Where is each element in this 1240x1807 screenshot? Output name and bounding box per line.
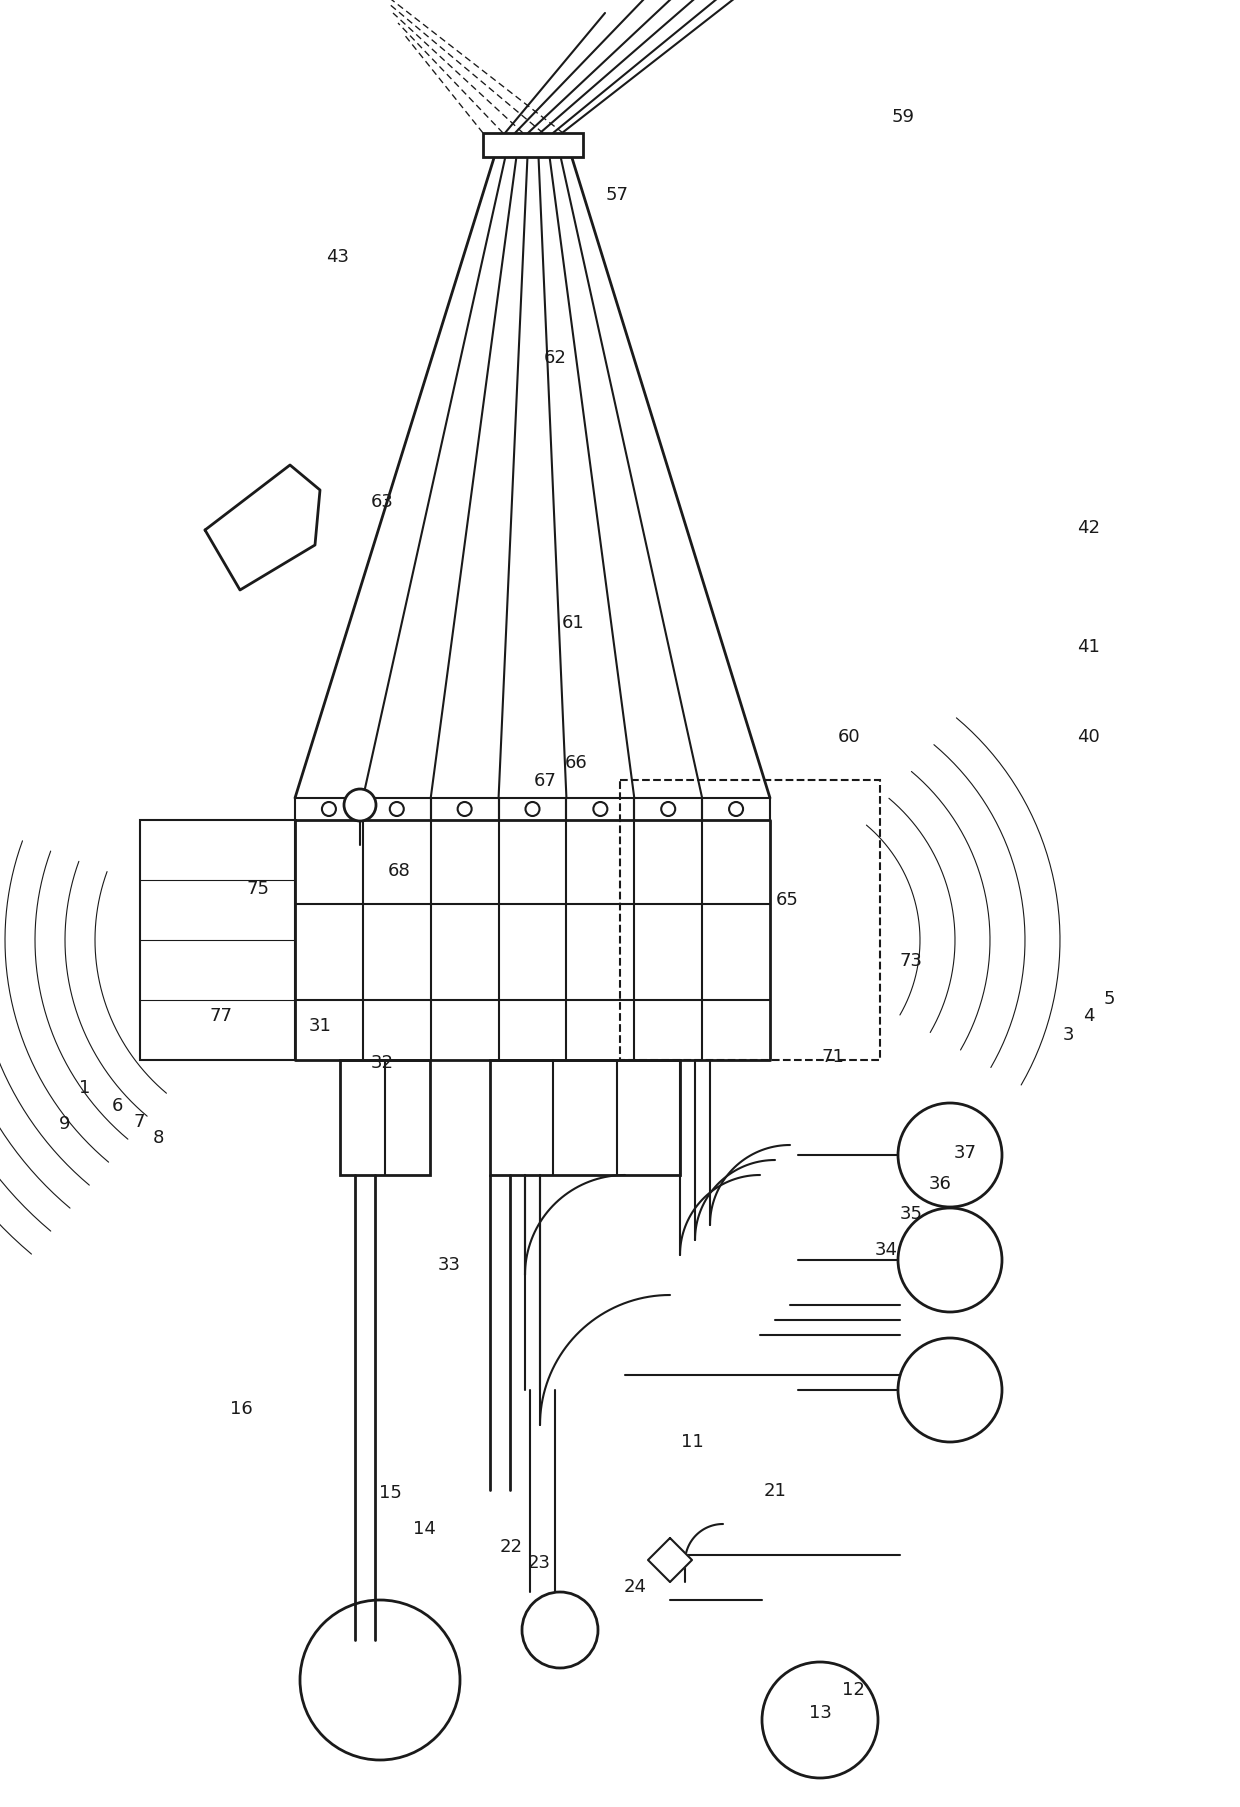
Text: 3: 3 (1063, 1026, 1075, 1044)
Text: 35: 35 (900, 1205, 923, 1223)
Text: 33: 33 (438, 1256, 460, 1274)
Text: 71: 71 (822, 1048, 844, 1066)
Text: 15: 15 (379, 1484, 402, 1502)
Text: 7: 7 (133, 1113, 145, 1131)
Text: 36: 36 (929, 1175, 951, 1193)
Text: 16: 16 (231, 1400, 253, 1418)
Text: 62: 62 (544, 349, 567, 367)
Text: 5: 5 (1104, 990, 1116, 1008)
Text: 13: 13 (810, 1704, 832, 1722)
Text: 14: 14 (413, 1520, 435, 1538)
Text: 43: 43 (326, 248, 348, 266)
Text: 1: 1 (78, 1079, 91, 1097)
Text: 6: 6 (112, 1097, 124, 1115)
Text: 8: 8 (153, 1129, 165, 1147)
Text: 65: 65 (776, 891, 799, 909)
Text: 32: 32 (371, 1053, 393, 1072)
Polygon shape (484, 134, 583, 157)
Text: 22: 22 (500, 1538, 522, 1556)
Text: 31: 31 (309, 1017, 331, 1035)
Polygon shape (649, 1538, 692, 1581)
Text: 11: 11 (681, 1433, 703, 1451)
Text: 77: 77 (210, 1006, 232, 1025)
Text: 67: 67 (534, 772, 557, 790)
Text: 34: 34 (875, 1241, 898, 1259)
Text: 75: 75 (247, 880, 269, 898)
Text: 61: 61 (562, 614, 584, 632)
Text: 42: 42 (1078, 519, 1100, 537)
Text: 12: 12 (842, 1681, 864, 1699)
Text: 24: 24 (624, 1578, 646, 1596)
Polygon shape (205, 464, 320, 591)
Text: 66: 66 (565, 754, 588, 772)
Text: 40: 40 (1078, 728, 1100, 746)
Text: 4: 4 (1083, 1006, 1095, 1025)
Text: 57: 57 (606, 186, 629, 204)
Text: 41: 41 (1078, 638, 1100, 656)
Text: 73: 73 (900, 952, 923, 970)
Text: 59: 59 (892, 108, 914, 126)
Circle shape (343, 790, 376, 820)
Text: 63: 63 (371, 493, 393, 511)
Text: 21: 21 (764, 1482, 786, 1500)
Text: 23: 23 (528, 1554, 551, 1572)
Text: 60: 60 (838, 728, 861, 746)
Text: 68: 68 (388, 862, 410, 880)
Text: 9: 9 (58, 1115, 71, 1133)
Text: 37: 37 (954, 1144, 976, 1162)
